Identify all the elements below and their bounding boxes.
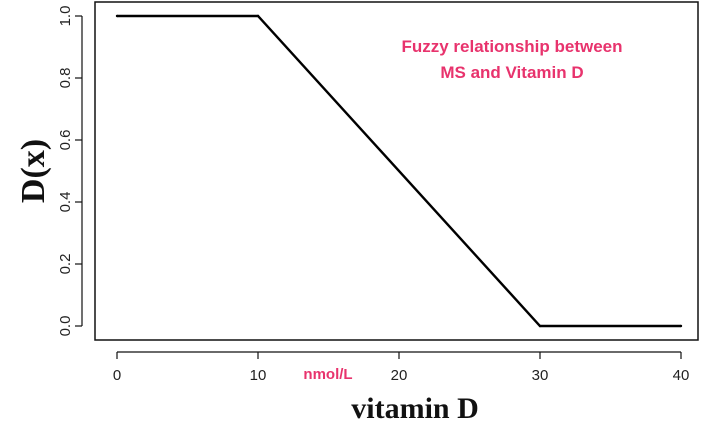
y-tick-label: 0.8 [57,68,74,89]
x-axis-title: vitamin D [351,392,479,424]
curve-vertex [679,324,683,328]
x-unit-label: nmol/L [303,366,352,383]
annotation-line-1: Fuzzy relationship between [401,37,622,56]
membership-curve [117,14,681,328]
y-tick-label: 0.2 [57,254,74,275]
y-tick-label: 0.0 [57,316,74,337]
curve-vertex [538,324,542,328]
plot-frame [94,1,699,341]
x-tick-label: 10 [250,367,267,384]
y-ticks: 0.0 0.2 0.4 0.6 0.8 1.0 [57,6,82,337]
x-tick-label: 0 [113,367,121,384]
y-axis-title: D(x) [15,139,52,203]
x-tick-label: 40 [673,367,690,384]
x-tick-label: 30 [532,367,549,384]
y-tick-label: 0.4 [57,192,74,213]
annotation-line-2: MS and Vitamin D [440,63,583,82]
curve-vertices [115,14,683,328]
x-ticks: 0 10 20 30 40 [113,352,690,384]
y-tick-label: 1.0 [57,6,74,27]
curve-vertex [115,14,119,18]
x-tick-label: 20 [391,367,408,384]
curve-vertex [256,14,260,18]
y-tick-label: 0.6 [57,130,74,151]
